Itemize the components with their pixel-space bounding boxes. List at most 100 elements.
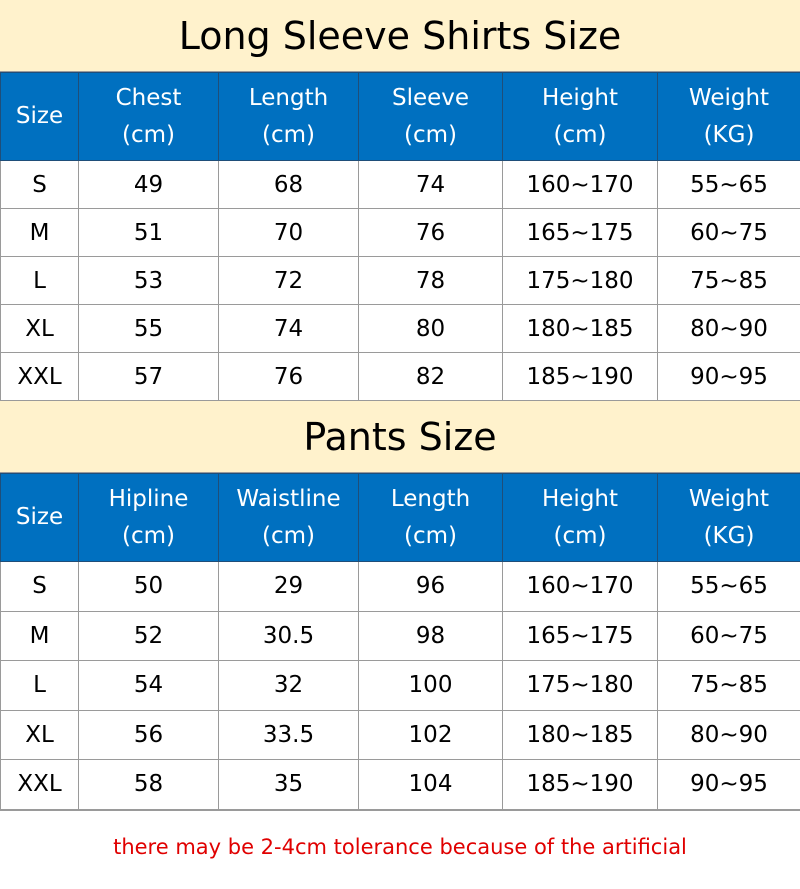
table-row: XXL 57 76 82 185~190 90~95 — [0, 352, 800, 401]
column-label: Length — [390, 485, 471, 512]
table-cell: 165~175 — [502, 208, 658, 257]
column-unit: (cm) — [262, 121, 315, 148]
table-cell: 185~190 — [502, 759, 658, 810]
table-cell: L — [0, 660, 79, 711]
column-label: Sleeve — [391, 84, 470, 111]
column-header: Height (cm) — [502, 473, 658, 562]
table-cell: 98 — [358, 610, 503, 661]
column-header: Weight (KG) — [657, 72, 800, 161]
column-unit: (cm) — [553, 522, 607, 549]
table-cell: 76 — [358, 208, 503, 257]
table-cell: 57 — [78, 352, 219, 401]
table-cell: 175~180 — [502, 660, 658, 711]
table-row: M 52 30.5 98 165~175 60~75 — [0, 610, 800, 661]
table-cell: 68 — [218, 160, 359, 209]
column-label: Length — [248, 84, 329, 111]
table-cell: XXL — [0, 352, 79, 401]
column-label: Size — [15, 504, 64, 530]
pants-title: Pants Size — [0, 401, 800, 473]
table-cell: S — [0, 561, 79, 612]
table-cell: 78 — [358, 256, 503, 305]
table-cell: 185~190 — [502, 352, 658, 401]
column-label: Hipline — [108, 485, 189, 512]
table-cell: 180~185 — [502, 304, 658, 353]
column-header: Chest (cm) — [78, 72, 219, 161]
column-header: Size — [0, 72, 79, 161]
column-header: Sleeve (cm) — [358, 72, 503, 161]
table-row: S 50 29 96 160~170 55~65 — [0, 561, 800, 612]
table-row: L 53 72 78 175~180 75~85 — [0, 256, 800, 305]
column-unit: (KG) — [703, 121, 755, 148]
table-cell: 55~65 — [657, 160, 800, 209]
table-cell: 160~170 — [502, 160, 658, 209]
table-cell: XXL — [0, 759, 79, 810]
table-cell: M — [0, 208, 79, 257]
column-label: Height — [541, 485, 619, 512]
table-cell: L — [0, 256, 79, 305]
table-row: M 51 70 76 165~175 60~75 — [0, 208, 800, 257]
table-cell: 104 — [358, 759, 503, 810]
shirts-size-table: Size Chest (cm) Length (cm) Sleeve (cm) Height (… — [0, 72, 800, 401]
column-label: Chest — [115, 84, 182, 111]
column-label: Weight — [688, 84, 770, 111]
table-cell: 50 — [78, 561, 219, 612]
table-cell: S — [0, 160, 79, 209]
table-row: L 54 32 100 175~180 75~85 — [0, 660, 800, 711]
table-cell: 56 — [78, 709, 219, 760]
column-unit: (cm) — [122, 522, 175, 549]
column-header: Size — [0, 473, 79, 562]
table-cell: 29 — [218, 561, 359, 612]
shirts-title: Long Sleeve Shirts Size — [0, 0, 800, 72]
table-cell: 51 — [78, 208, 219, 257]
table-cell: 74 — [218, 304, 359, 353]
table-cell: 100 — [358, 660, 503, 711]
table-cell: M — [0, 610, 79, 661]
table-cell: 96 — [358, 561, 503, 612]
table-cell: 33.5 — [218, 709, 359, 760]
table-cell: 52 — [78, 610, 219, 661]
column-label: Size — [15, 103, 64, 129]
table-cell: XL — [0, 709, 79, 760]
table-cell: 70 — [218, 208, 359, 257]
table-cell: 76 — [218, 352, 359, 401]
table-cell: 80 — [358, 304, 503, 353]
header-row: Size Chest (cm) Length (cm) Sleeve (cm) Height (… — [0, 72, 800, 161]
table-cell: 60~75 — [657, 610, 800, 661]
column-unit: (cm) — [404, 522, 457, 549]
table-cell: 90~95 — [657, 352, 800, 401]
column-label: Waistline — [236, 485, 341, 512]
table-cell: 80~90 — [657, 709, 800, 760]
table-row: XL 55 74 80 180~185 80~90 — [0, 304, 800, 353]
table-cell: 75~85 — [657, 660, 800, 711]
column-header: Weight (KG) — [657, 473, 800, 562]
column-unit: (KG) — [703, 522, 755, 549]
column-unit: (cm) — [122, 121, 175, 148]
column-header: Hipline (cm) — [78, 473, 219, 562]
column-header: Length (cm) — [218, 72, 359, 161]
table-cell: 160~170 — [502, 561, 658, 612]
table-cell: 54 — [78, 660, 219, 711]
tolerance-note: there may be 2-4cm tolerance because of … — [0, 809, 800, 884]
header-row: Size Hipline (cm) Waistline (cm) Length (cm) He… — [0, 473, 800, 562]
table-cell: 165~175 — [502, 610, 658, 661]
column-label: Weight — [688, 485, 770, 512]
column-unit: (cm) — [404, 121, 457, 148]
table-cell: 49 — [78, 160, 219, 209]
column-unit: (cm) — [553, 121, 607, 148]
column-label: Height — [541, 84, 619, 111]
table-cell: 55~65 — [657, 561, 800, 612]
table-cell: 60~75 — [657, 208, 800, 257]
table-cell: 82 — [358, 352, 503, 401]
table-cell: 30.5 — [218, 610, 359, 661]
table-cell: 180~185 — [502, 709, 658, 760]
table-cell: 58 — [78, 759, 219, 810]
table-cell: 55 — [78, 304, 219, 353]
table-cell: 102 — [358, 709, 503, 760]
column-unit: (cm) — [262, 522, 315, 549]
table-cell: 35 — [218, 759, 359, 810]
table-row: XL 56 33.5 102 180~185 80~90 — [0, 709, 800, 760]
table-cell: 75~85 — [657, 256, 800, 305]
table-cell: XL — [0, 304, 79, 353]
table-row: S 49 68 74 160~170 55~65 — [0, 160, 800, 209]
table-cell: 74 — [358, 160, 503, 209]
